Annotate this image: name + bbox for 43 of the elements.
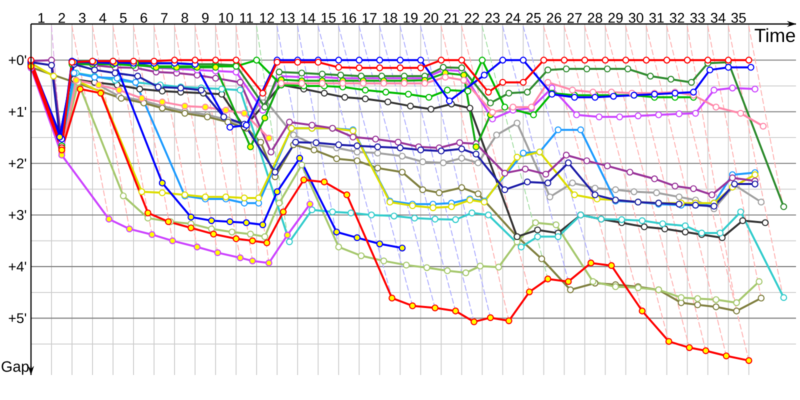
x-tick-label: 32: [670, 12, 684, 23]
x-tick-label: 33: [690, 12, 705, 23]
x-tick-label: 14: [301, 13, 316, 23]
x-axis-title: Time: [754, 28, 795, 42]
x-tick-label: 1: [38, 13, 44, 23]
x-tick-label: 6: [140, 12, 148, 23]
x-tick-label: 30: [628, 12, 644, 23]
x-tick-label: 16: [342, 12, 356, 23]
x-tick-label: 34: [710, 12, 726, 23]
x-tick-label: 7: [161, 13, 168, 23]
x-tick-label: 25: [526, 12, 541, 23]
y-tick-label: +5': [8, 313, 26, 324]
x-tick-label: 28: [588, 12, 602, 23]
x-tick-label: 5: [120, 13, 127, 23]
x-tick-label: 17: [362, 13, 376, 23]
y-tick-label: +4': [8, 262, 26, 272]
x-tick-label: 26: [546, 12, 562, 23]
x-tick-label: 19: [404, 12, 418, 23]
x-tick-label: 9: [202, 12, 209, 23]
x-tick-label: 2: [58, 13, 65, 23]
y-axis-title: Gap: [2, 361, 29, 375]
x-tick-label: 18: [383, 12, 398, 23]
x-tick-label: 21: [444, 13, 459, 23]
y-tick-label: +1': [8, 106, 26, 117]
x-tick-label: 13: [280, 12, 295, 23]
y-tick-label: +2': [8, 158, 26, 168]
x-tick-label: 20: [424, 12, 438, 23]
x-tick-label: 4: [99, 13, 106, 23]
y-tick-label: +3': [8, 210, 26, 220]
x-tick-label: 27: [567, 13, 582, 23]
x-tick-label: 8: [182, 12, 188, 23]
x-tick-label: 23: [485, 12, 500, 23]
x-tick-label: 31: [649, 12, 664, 23]
x-tick-label: 12: [260, 13, 274, 23]
x-tick-label: 24: [506, 13, 520, 23]
x-tick-label: 3: [78, 12, 86, 23]
x-tick-label: 15: [322, 13, 336, 23]
y-tick-label: +0': [8, 55, 26, 66]
x-tick-label: 11: [240, 13, 253, 23]
x-tick-label: 35: [731, 12, 746, 23]
x-tick-label: 22: [464, 13, 480, 23]
x-tick-label: 10: [219, 12, 234, 23]
x-tick-label: 29: [608, 12, 623, 23]
